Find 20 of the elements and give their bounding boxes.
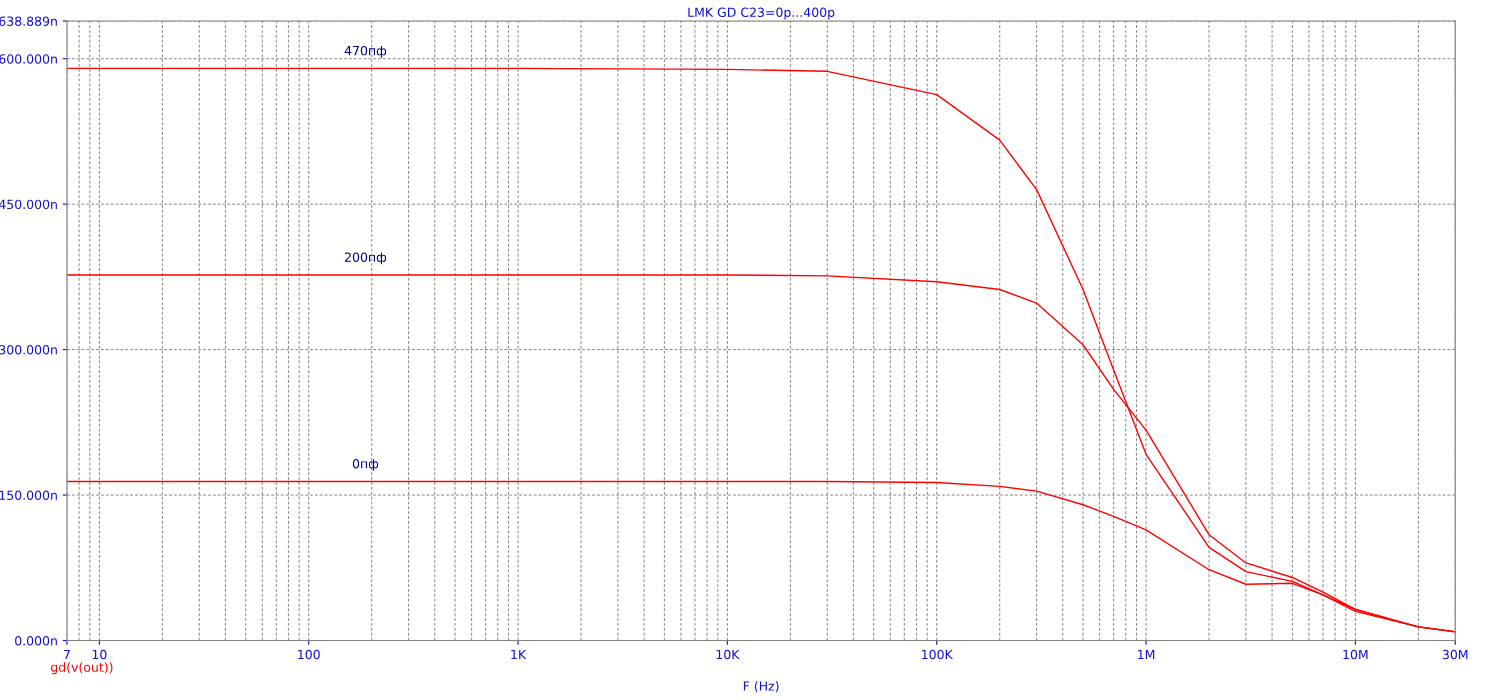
- x-tick-label: 10M: [1343, 649, 1368, 660]
- chart-title: LMK GD C23=0p...400p: [688, 7, 835, 20]
- x-tick-label: 1K: [511, 649, 527, 660]
- y-tick-label: 638.889n: [0, 16, 57, 26]
- x-tick-label: 100: [298, 649, 320, 660]
- x-tick-label: 30M: [1442, 649, 1468, 660]
- series-label: 0пф: [352, 458, 379, 471]
- y-tick-label: 150.000n: [0, 490, 57, 500]
- x-tick-label: 1M: [1138, 649, 1155, 660]
- series-label: 200пф: [345, 252, 387, 265]
- series-label: 470пф: [344, 45, 387, 58]
- y-tick-label: 600.000n: [0, 54, 57, 64]
- y-axis-title: gd(v(out)): [50, 662, 113, 675]
- x-tick-label: 10K: [716, 649, 740, 660]
- x-tick-label: 100K: [922, 649, 954, 660]
- x-tick-label: 10: [92, 649, 107, 660]
- x-axis-title: F (Hz): [743, 681, 779, 693]
- y-tick-label: 0.000n: [15, 635, 57, 646]
- x-tick-label: 7: [64, 649, 70, 660]
- y-tick-label: 300.000n: [0, 345, 57, 355]
